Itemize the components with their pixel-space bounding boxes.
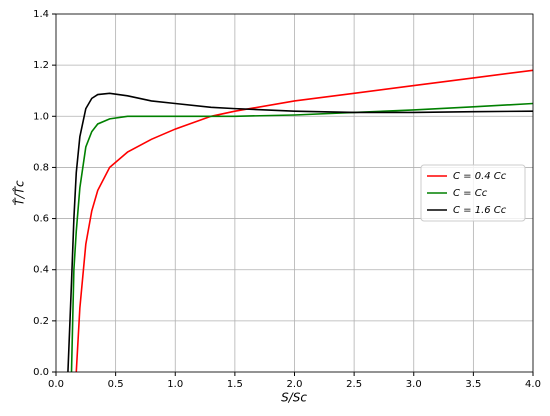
y-tick-label: 0.6 bbox=[33, 214, 49, 225]
y-tick-label: 1.0 bbox=[33, 111, 49, 122]
x-tick-label: 4.0 bbox=[525, 379, 541, 390]
legend-label: C = Cc bbox=[453, 188, 488, 199]
x-tick-label: 0.5 bbox=[108, 379, 124, 390]
series-line bbox=[70, 102, 533, 372]
y-tick-label: 1.2 bbox=[33, 60, 49, 71]
y-tick-label: 1.4 bbox=[33, 9, 49, 20]
series-line bbox=[75, 69, 533, 372]
y-tick-label: 0.8 bbox=[33, 162, 49, 173]
x-tick-label: 3.0 bbox=[406, 379, 422, 390]
x-tick-label: 2.5 bbox=[346, 379, 362, 390]
x-tick-label: 2.0 bbox=[287, 379, 303, 390]
x-axis-label: S/Sc bbox=[281, 391, 307, 405]
x-tick-label: 1.5 bbox=[227, 379, 243, 390]
plot-frame bbox=[55, 13, 534, 373]
legend-label: C = 1.6 Cc bbox=[453, 205, 507, 216]
series-line bbox=[67, 92, 533, 372]
x-tick-label: 0.0 bbox=[48, 379, 64, 390]
y-tick-label: 0.0 bbox=[33, 367, 49, 378]
y-tick-label: 0.2 bbox=[33, 316, 49, 327]
legend-label: C = 0.4 Cc bbox=[453, 171, 507, 182]
x-tick-label: 1.0 bbox=[167, 379, 183, 390]
y-tick-label: 0.4 bbox=[33, 265, 49, 276]
x-tick-label: 3.5 bbox=[465, 379, 481, 390]
legend-box bbox=[420, 164, 526, 222]
y-axis-label: T̂/T̂c bbox=[12, 180, 26, 206]
